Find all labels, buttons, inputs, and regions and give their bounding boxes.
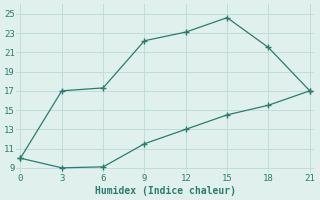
X-axis label: Humidex (Indice chaleur): Humidex (Indice chaleur): [95, 186, 236, 196]
